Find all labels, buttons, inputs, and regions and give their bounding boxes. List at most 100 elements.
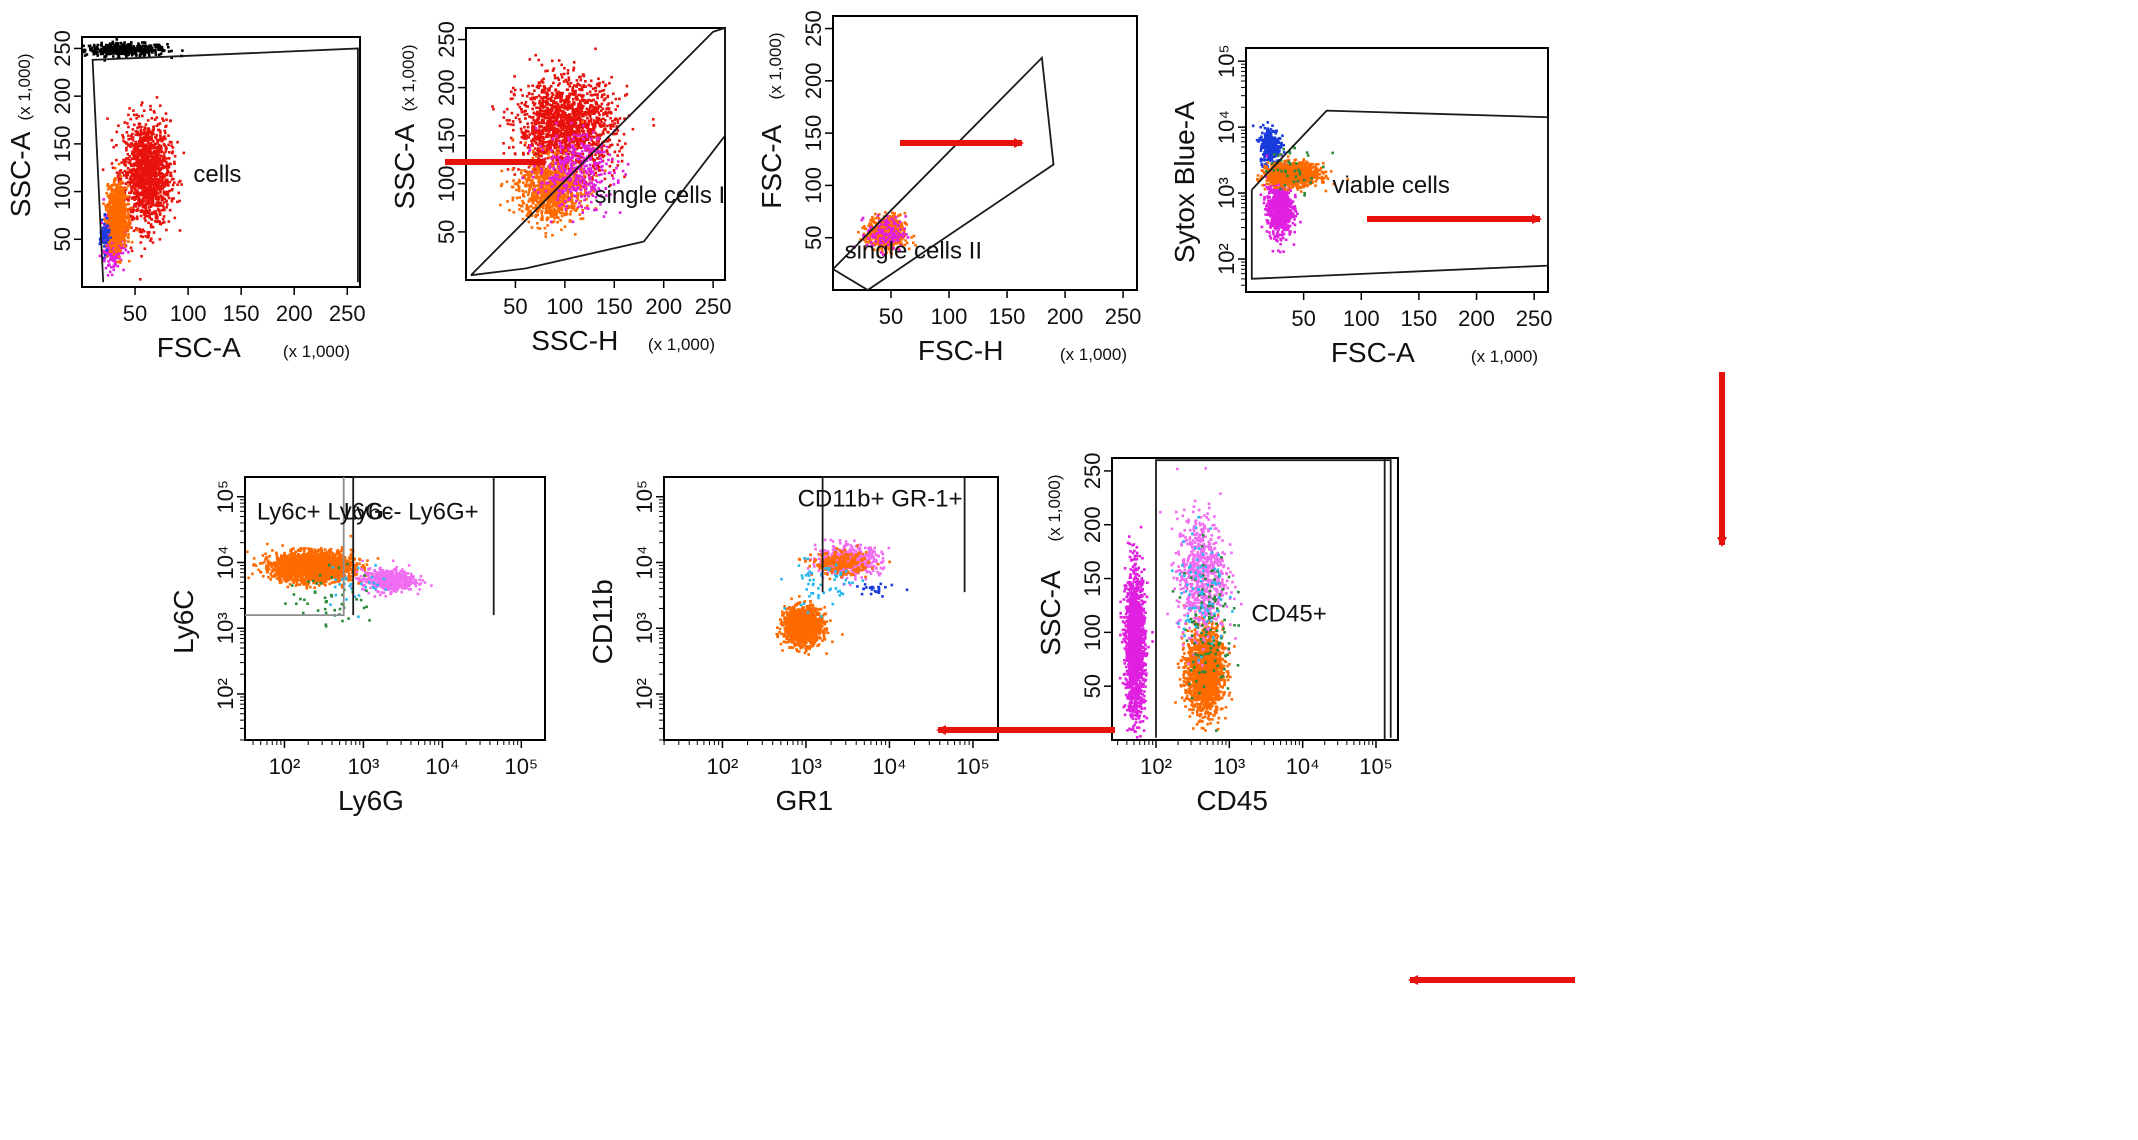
event-dot	[124, 248, 128, 252]
event-dot	[138, 153, 142, 157]
event-dot	[609, 143, 612, 147]
event-dot	[154, 159, 158, 162]
event-dot	[538, 138, 541, 141]
event-dot	[157, 173, 161, 176]
event-dot	[117, 225, 121, 228]
event-dot	[598, 90, 601, 93]
event-dot	[506, 122, 510, 126]
event-dot	[138, 44, 142, 48]
event-dot	[162, 215, 166, 218]
event-dot	[567, 106, 570, 109]
event-dot	[102, 202, 105, 205]
event-dot	[139, 128, 143, 132]
event-dot	[140, 210, 143, 213]
event-dot	[144, 215, 147, 218]
event-dot	[121, 216, 125, 220]
event-dot	[113, 45, 116, 48]
event-dot	[160, 209, 164, 212]
event-dot	[576, 118, 580, 121]
event-dot	[125, 224, 129, 227]
event-dot	[562, 122, 566, 125]
event-dot	[589, 79, 593, 83]
event-dot	[114, 260, 117, 264]
event-dot	[134, 133, 138, 137]
event-dot	[128, 46, 132, 49]
event-dot	[151, 51, 154, 54]
event-dot	[616, 164, 620, 167]
event-dot	[133, 123, 136, 127]
event-dot	[597, 77, 600, 81]
event-dot	[531, 107, 534, 111]
event-dot	[544, 109, 547, 112]
event-dot	[96, 54, 99, 57]
event-dot	[589, 135, 593, 139]
event-dot	[121, 193, 124, 197]
dots-p1	[82, 38, 186, 281]
event-dot	[536, 122, 539, 125]
event-dot	[594, 47, 597, 51]
event-dot	[136, 191, 140, 195]
event-dot	[113, 188, 117, 192]
event-dot	[152, 140, 155, 143]
event-dot	[112, 214, 116, 217]
event-dot	[136, 142, 139, 146]
event-dot	[149, 176, 153, 179]
event-dot	[117, 231, 120, 234]
event-dot	[170, 141, 173, 144]
event-dot	[127, 233, 130, 236]
event-dot	[597, 107, 600, 110]
event-dot	[585, 148, 589, 152]
event-dot	[158, 129, 162, 133]
event-dot	[595, 107, 598, 110]
event-dot	[610, 143, 614, 147]
event-dot	[608, 138, 612, 142]
event-dot	[126, 44, 129, 47]
event-dot	[541, 97, 544, 101]
event-dot	[118, 200, 121, 203]
event-dot	[600, 95, 604, 99]
event-dot	[150, 117, 154, 120]
event-dot	[144, 134, 147, 137]
event-dot	[103, 229, 107, 232]
event-dot	[535, 96, 539, 99]
event-dot	[143, 194, 146, 197]
event-dot	[532, 103, 536, 107]
event-dot	[159, 134, 162, 137]
event-dot	[137, 125, 141, 128]
event-dot	[556, 76, 560, 80]
event-dot	[124, 44, 128, 48]
event-dot	[133, 143, 137, 147]
event-dot	[105, 246, 108, 249]
event-dot	[158, 53, 161, 57]
event-dot	[578, 88, 581, 91]
event-dot	[129, 163, 133, 166]
event-dot	[156, 146, 159, 150]
event-dot	[565, 128, 568, 132]
event-dot	[531, 92, 534, 96]
event-dot	[610, 75, 613, 79]
event-dot	[160, 163, 163, 166]
event-dot	[145, 235, 149, 238]
event-dot	[142, 156, 146, 159]
event-dot	[603, 124, 606, 128]
event-dot	[566, 131, 570, 134]
event-dot	[154, 50, 157, 54]
event-dot	[149, 223, 153, 227]
event-dot	[160, 198, 164, 202]
event-dot	[516, 113, 520, 117]
event-dot	[531, 132, 535, 136]
event-dot	[596, 96, 599, 100]
event-dot	[152, 164, 155, 168]
event-dot	[143, 247, 147, 250]
event-dot	[539, 84, 542, 88]
event-dot	[540, 130, 543, 133]
event-dot	[132, 157, 136, 161]
event-dot	[587, 127, 591, 131]
event-dot	[114, 263, 117, 267]
event-dot	[547, 140, 550, 144]
event-dot	[512, 128, 515, 132]
event-dot	[592, 98, 595, 102]
event-dot	[543, 144, 546, 148]
event-dot	[101, 168, 105, 171]
event-dot	[589, 93, 593, 97]
